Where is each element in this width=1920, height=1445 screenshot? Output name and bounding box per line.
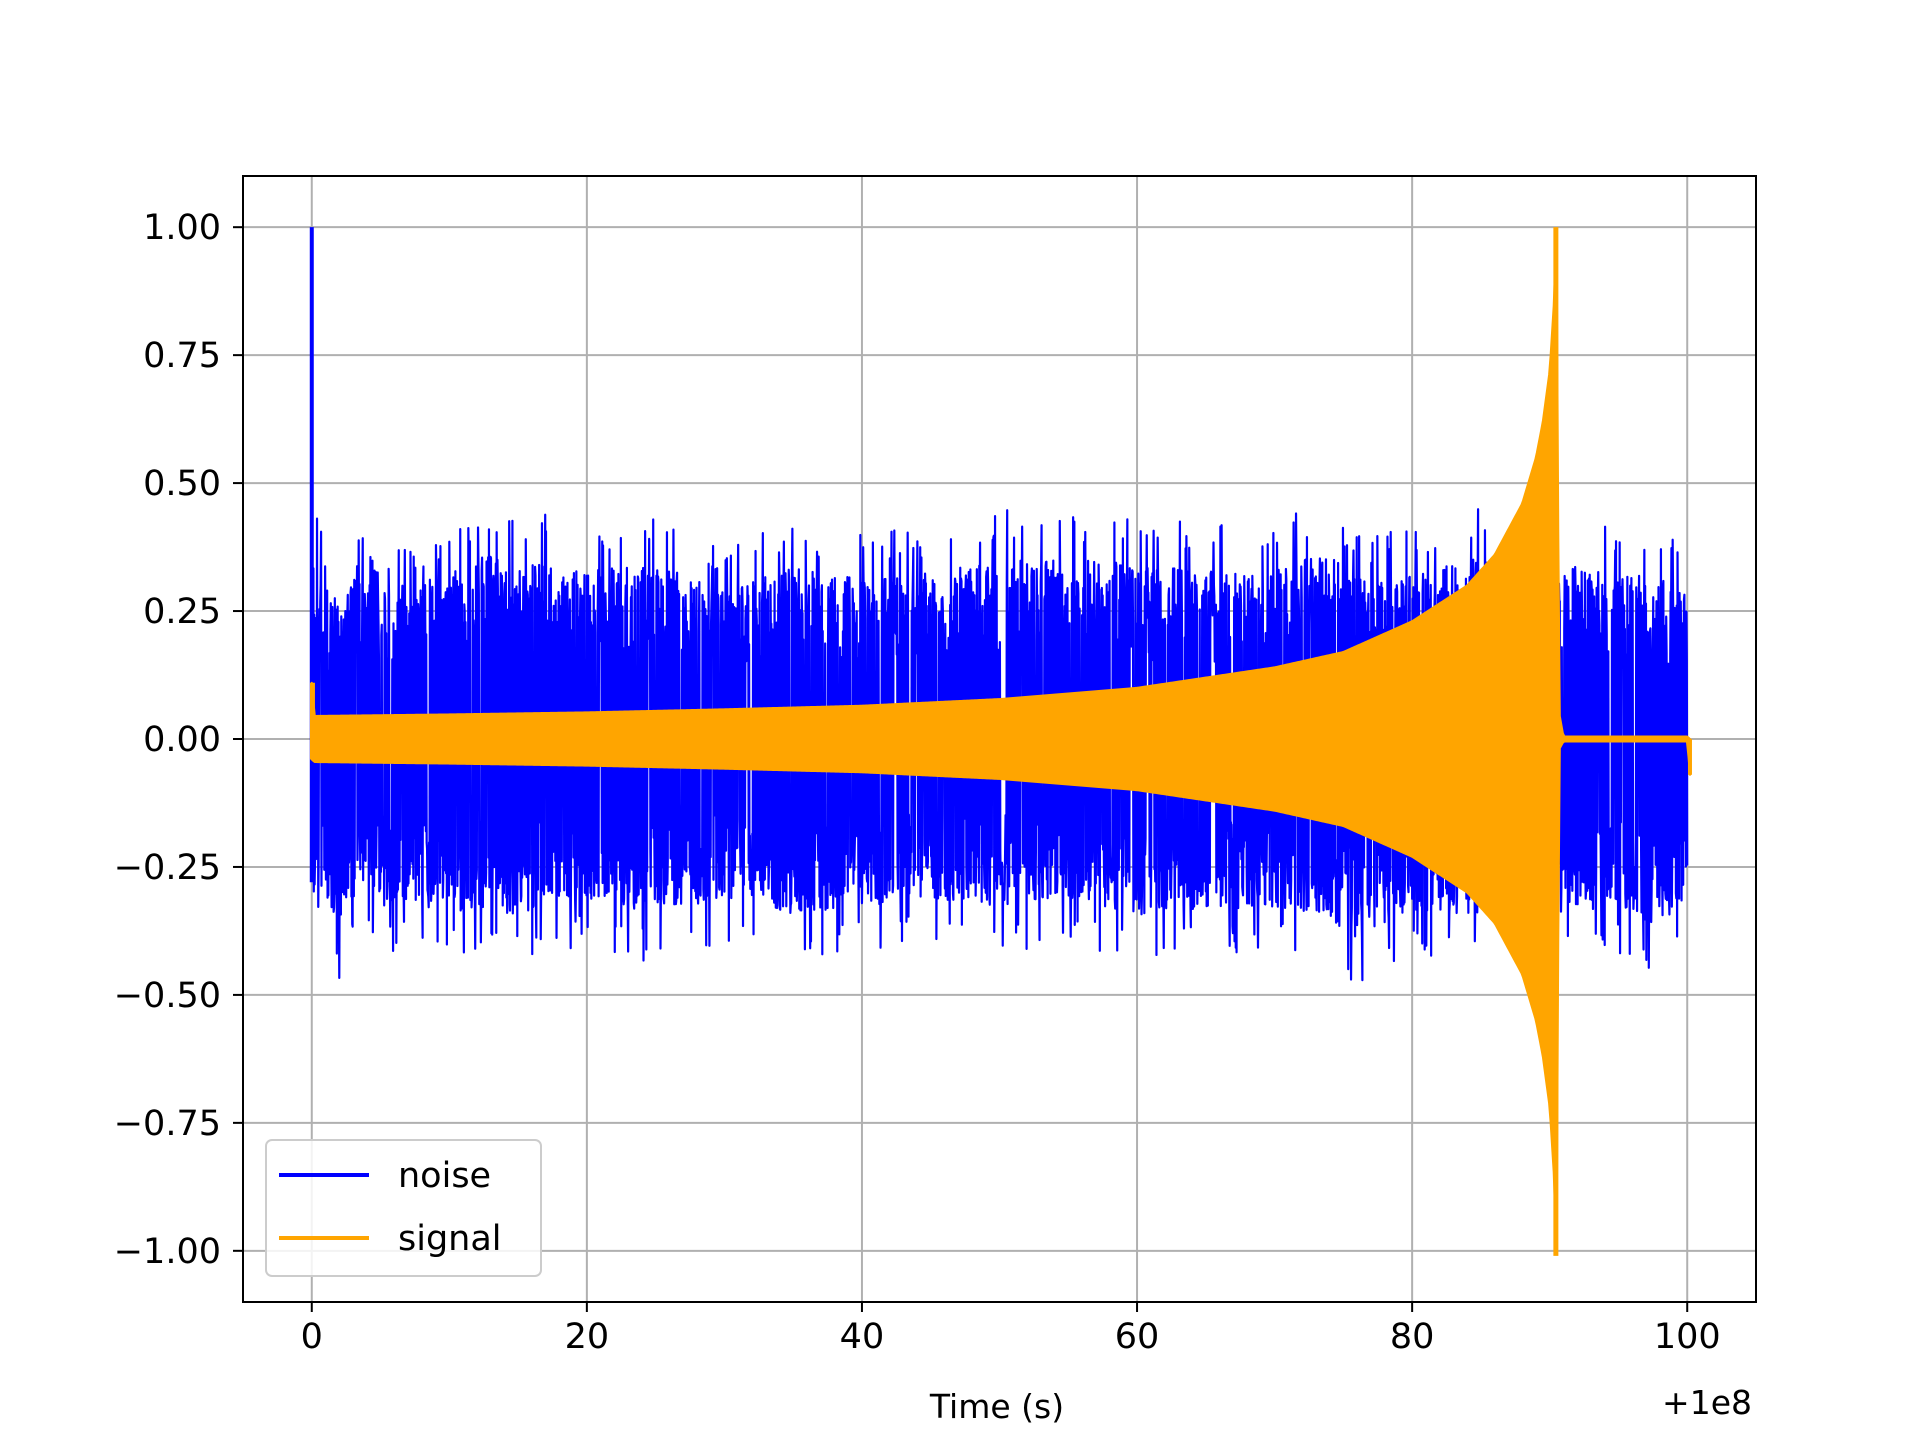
legend: noise signal bbox=[265, 1139, 542, 1277]
y-tick-label: 0.25 bbox=[143, 592, 221, 632]
y-tick-label: −0.50 bbox=[114, 976, 221, 1016]
y-tick-label: 0.00 bbox=[143, 720, 221, 760]
y-tick-label: 0.50 bbox=[143, 464, 221, 504]
x-axis-label: Time (s) bbox=[929, 1387, 1064, 1426]
x-tick-label: 40 bbox=[840, 1317, 885, 1357]
x-axis-offset-label: +1e8 bbox=[1662, 1383, 1752, 1422]
legend-label-noise: noise bbox=[398, 1156, 491, 1196]
y-tick-label: −0.25 bbox=[114, 848, 221, 888]
series-signal bbox=[309, 227, 1692, 1256]
y-tick-label: 1.00 bbox=[143, 208, 221, 248]
y-tick-label: −1.00 bbox=[114, 1232, 221, 1272]
legend-label-signal: signal bbox=[398, 1219, 502, 1259]
signal-band bbox=[310, 260, 1691, 1222]
x-tick-label: 100 bbox=[1654, 1317, 1721, 1357]
x-tick-label: 80 bbox=[1390, 1317, 1435, 1357]
y-tick-label: −0.75 bbox=[114, 1104, 221, 1144]
x-tick-label: 60 bbox=[1115, 1317, 1160, 1357]
y-tick-label: 0.75 bbox=[143, 336, 221, 376]
x-tick-label: 0 bbox=[301, 1317, 323, 1357]
x-tick-label: 20 bbox=[565, 1317, 610, 1357]
